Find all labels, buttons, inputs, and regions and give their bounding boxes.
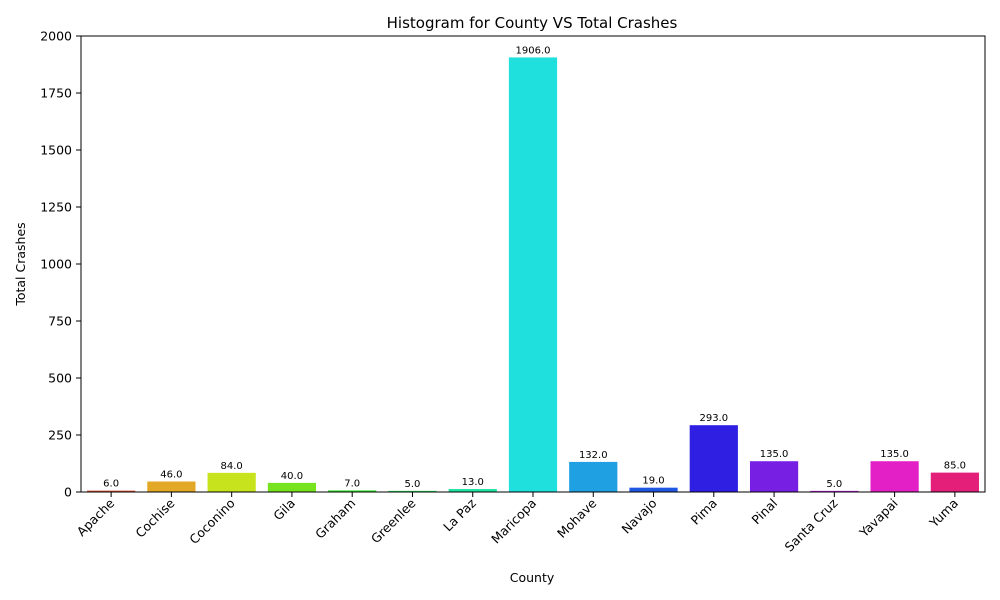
- x-tick-label: Mohave: [554, 495, 600, 541]
- data-label: 7.0: [344, 478, 360, 489]
- data-label: 13.0: [462, 477, 484, 488]
- data-label: 293.0: [699, 413, 728, 424]
- bar-pinal: [749, 461, 799, 492]
- x-tick-label: Graham: [312, 496, 358, 542]
- bar-yuma: [930, 472, 979, 492]
- data-label: 84.0: [221, 461, 243, 472]
- data-label: 1906.0: [516, 45, 551, 56]
- x-tick-label: La Paz: [440, 495, 479, 534]
- bar-coconino: [207, 472, 256, 492]
- x-tick-label: Pinal: [749, 496, 781, 528]
- y-tick-label: 1500: [40, 143, 72, 158]
- data-label: 19.0: [642, 476, 664, 487]
- x-axis-label: County: [510, 570, 555, 585]
- data-label: 46.0: [160, 470, 182, 481]
- bar-navajo: [629, 487, 678, 492]
- bar-pima: [689, 425, 738, 492]
- y-tick-label: 0: [64, 485, 72, 500]
- x-tick-label: Pima: [688, 496, 720, 528]
- x-tick-label: Navajo: [618, 496, 659, 537]
- x-tick-label: Cochise: [132, 495, 177, 540]
- bar-gila: [267, 482, 317, 492]
- x-tick-label: Greenlee: [368, 495, 419, 546]
- data-label: 40.0: [281, 471, 303, 482]
- x-tick-label: Santa Cruz: [781, 495, 840, 554]
- x-tick-label: Yuma: [926, 496, 961, 531]
- bar-greenlee: [388, 490, 437, 492]
- bar-santa-cruz: [810, 490, 859, 492]
- y-tick-label: 1000: [40, 257, 72, 272]
- data-label: 5.0: [405, 479, 421, 490]
- y-tick-label: 2000: [40, 29, 72, 44]
- x-tick-label: Gila: [270, 496, 298, 524]
- x-tick-label: Apache: [74, 495, 118, 539]
- data-label: 6.0: [103, 479, 119, 490]
- data-label: 132.0: [579, 450, 608, 461]
- bar-yavapai: [870, 461, 919, 492]
- data-label: 85.0: [944, 461, 966, 472]
- x-tick-label: Maricopa: [488, 496, 539, 547]
- x-tick-label: Yavapai: [856, 496, 901, 541]
- bar-graham: [328, 490, 377, 492]
- y-tick-label: 750: [48, 314, 72, 329]
- data-label: 135.0: [880, 449, 909, 460]
- data-label: 135.0: [760, 449, 789, 460]
- plot-frame: [80, 35, 986, 493]
- y-tick-label: 500: [48, 371, 72, 386]
- bar-la-paz: [448, 489, 497, 492]
- bar-mohave: [569, 461, 618, 492]
- y-tick-label: 1750: [40, 86, 72, 101]
- bar-cochise: [147, 481, 196, 492]
- bar-maricopa: [508, 57, 558, 492]
- data-label: 5.0: [826, 479, 842, 490]
- y-axis-label: Total Crashes: [13, 222, 28, 306]
- x-tick-label: Coconino: [186, 496, 238, 548]
- chart-title: Histogram for County VS Total Crashes: [387, 14, 678, 32]
- y-tick-label: 250: [48, 428, 72, 443]
- y-tick-label: 1250: [40, 200, 72, 215]
- plot-area: 6.0 Apache 46.0 Cochise 84.0 Coconino 40.0 Gila…: [40, 29, 986, 554]
- bar-apache: [87, 490, 136, 492]
